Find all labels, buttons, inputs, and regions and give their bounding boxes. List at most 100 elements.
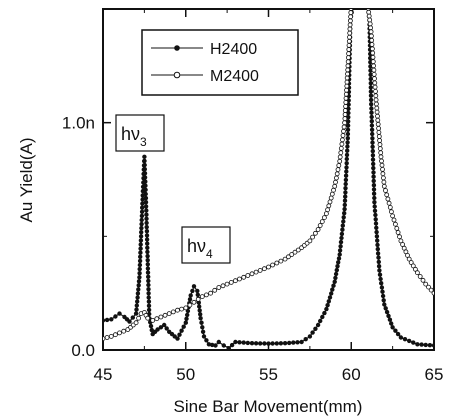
data-point [375, 238, 380, 243]
data-point [393, 328, 398, 333]
data-point [195, 292, 200, 297]
data-point [329, 191, 335, 197]
data-point [337, 252, 342, 257]
data-point [342, 198, 348, 203]
data-point [117, 330, 122, 336]
data-point [336, 260, 341, 265]
x-tick-label: 60 [342, 365, 361, 384]
data-point [324, 306, 329, 312]
data-point [374, 109, 380, 115]
data-point [348, 9, 354, 11]
data-point [338, 239, 344, 245]
data-point [371, 187, 377, 192]
data-point [134, 307, 139, 312]
data-point [371, 72, 377, 77]
data-point [345, 71, 350, 77]
data-point [431, 290, 434, 296]
data-point [368, 97, 374, 103]
data-point [379, 285, 385, 290]
data-point [144, 224, 149, 230]
data-point [197, 304, 202, 309]
data-point [310, 234, 316, 240]
data-point [175, 336, 180, 341]
data-point [143, 204, 149, 209]
data-point [391, 217, 397, 223]
data-point [142, 162, 147, 168]
data-point [148, 323, 154, 329]
legend: H2400 M2400 [141, 29, 299, 96]
data-point [191, 299, 197, 305]
data-point [146, 278, 151, 284]
y-axis-title: Au Yield(A) [17, 137, 36, 222]
data-point [377, 272, 383, 277]
data-point [135, 295, 140, 300]
data-point [257, 267, 263, 273]
data-point [292, 249, 298, 255]
data-point [368, 72, 373, 78]
data-point [340, 223, 345, 228]
data-point [325, 303, 330, 308]
data-point [378, 150, 384, 156]
data-point [354, 2, 358, 6]
data-point [325, 207, 331, 213]
data-point [362, 2, 366, 6]
data-point [346, 51, 352, 56]
data-point [138, 242, 143, 247]
data-point [138, 250, 143, 255]
data-point [420, 277, 426, 283]
data-point [344, 165, 349, 170]
data-point [329, 291, 334, 296]
data-point [366, 13, 372, 19]
data-point [278, 341, 284, 346]
data-point [372, 76, 377, 81]
data-point [380, 171, 386, 177]
x-tick-label: 55 [259, 365, 278, 384]
data-point [343, 173, 349, 178]
data-point [146, 291, 151, 296]
data-point [370, 140, 375, 145]
legend-box [141, 29, 299, 96]
data-point [344, 83, 350, 89]
data-point [319, 219, 325, 225]
data-point [136, 283, 141, 288]
data-point [113, 332, 118, 338]
data-point [332, 279, 337, 284]
data-point [199, 320, 204, 325]
data-point [363, 3, 367, 7]
data-point [338, 150, 344, 156]
data-point [245, 273, 251, 278]
data-point [387, 204, 393, 210]
data-point [170, 309, 176, 315]
data-point [381, 298, 386, 303]
data-point [381, 179, 387, 185]
data-point [412, 266, 418, 272]
series-layer [103, 2, 434, 350]
data-point [266, 341, 271, 346]
data-point [226, 346, 231, 350]
data-point [343, 181, 348, 187]
data-point [380, 175, 386, 181]
data-point [212, 287, 218, 293]
data-point [373, 89, 378, 94]
data-point [398, 335, 404, 340]
data-point [345, 136, 350, 141]
data-point [426, 284, 431, 290]
data-point [415, 342, 420, 347]
data-point [341, 124, 347, 130]
data-point [146, 287, 151, 292]
data-point [237, 276, 242, 282]
data-point [347, 30, 353, 36]
data-point [287, 340, 292, 346]
data-point [345, 59, 351, 65]
data-point [366, 2, 370, 6]
data-point [374, 234, 380, 239]
data-point [270, 262, 276, 268]
data-point [368, 85, 373, 90]
data-point [417, 274, 423, 279]
data-point [345, 123, 351, 128]
data-point [146, 282, 151, 288]
data-point [337, 158, 343, 164]
data-point [142, 158, 147, 164]
data-point [395, 331, 401, 337]
